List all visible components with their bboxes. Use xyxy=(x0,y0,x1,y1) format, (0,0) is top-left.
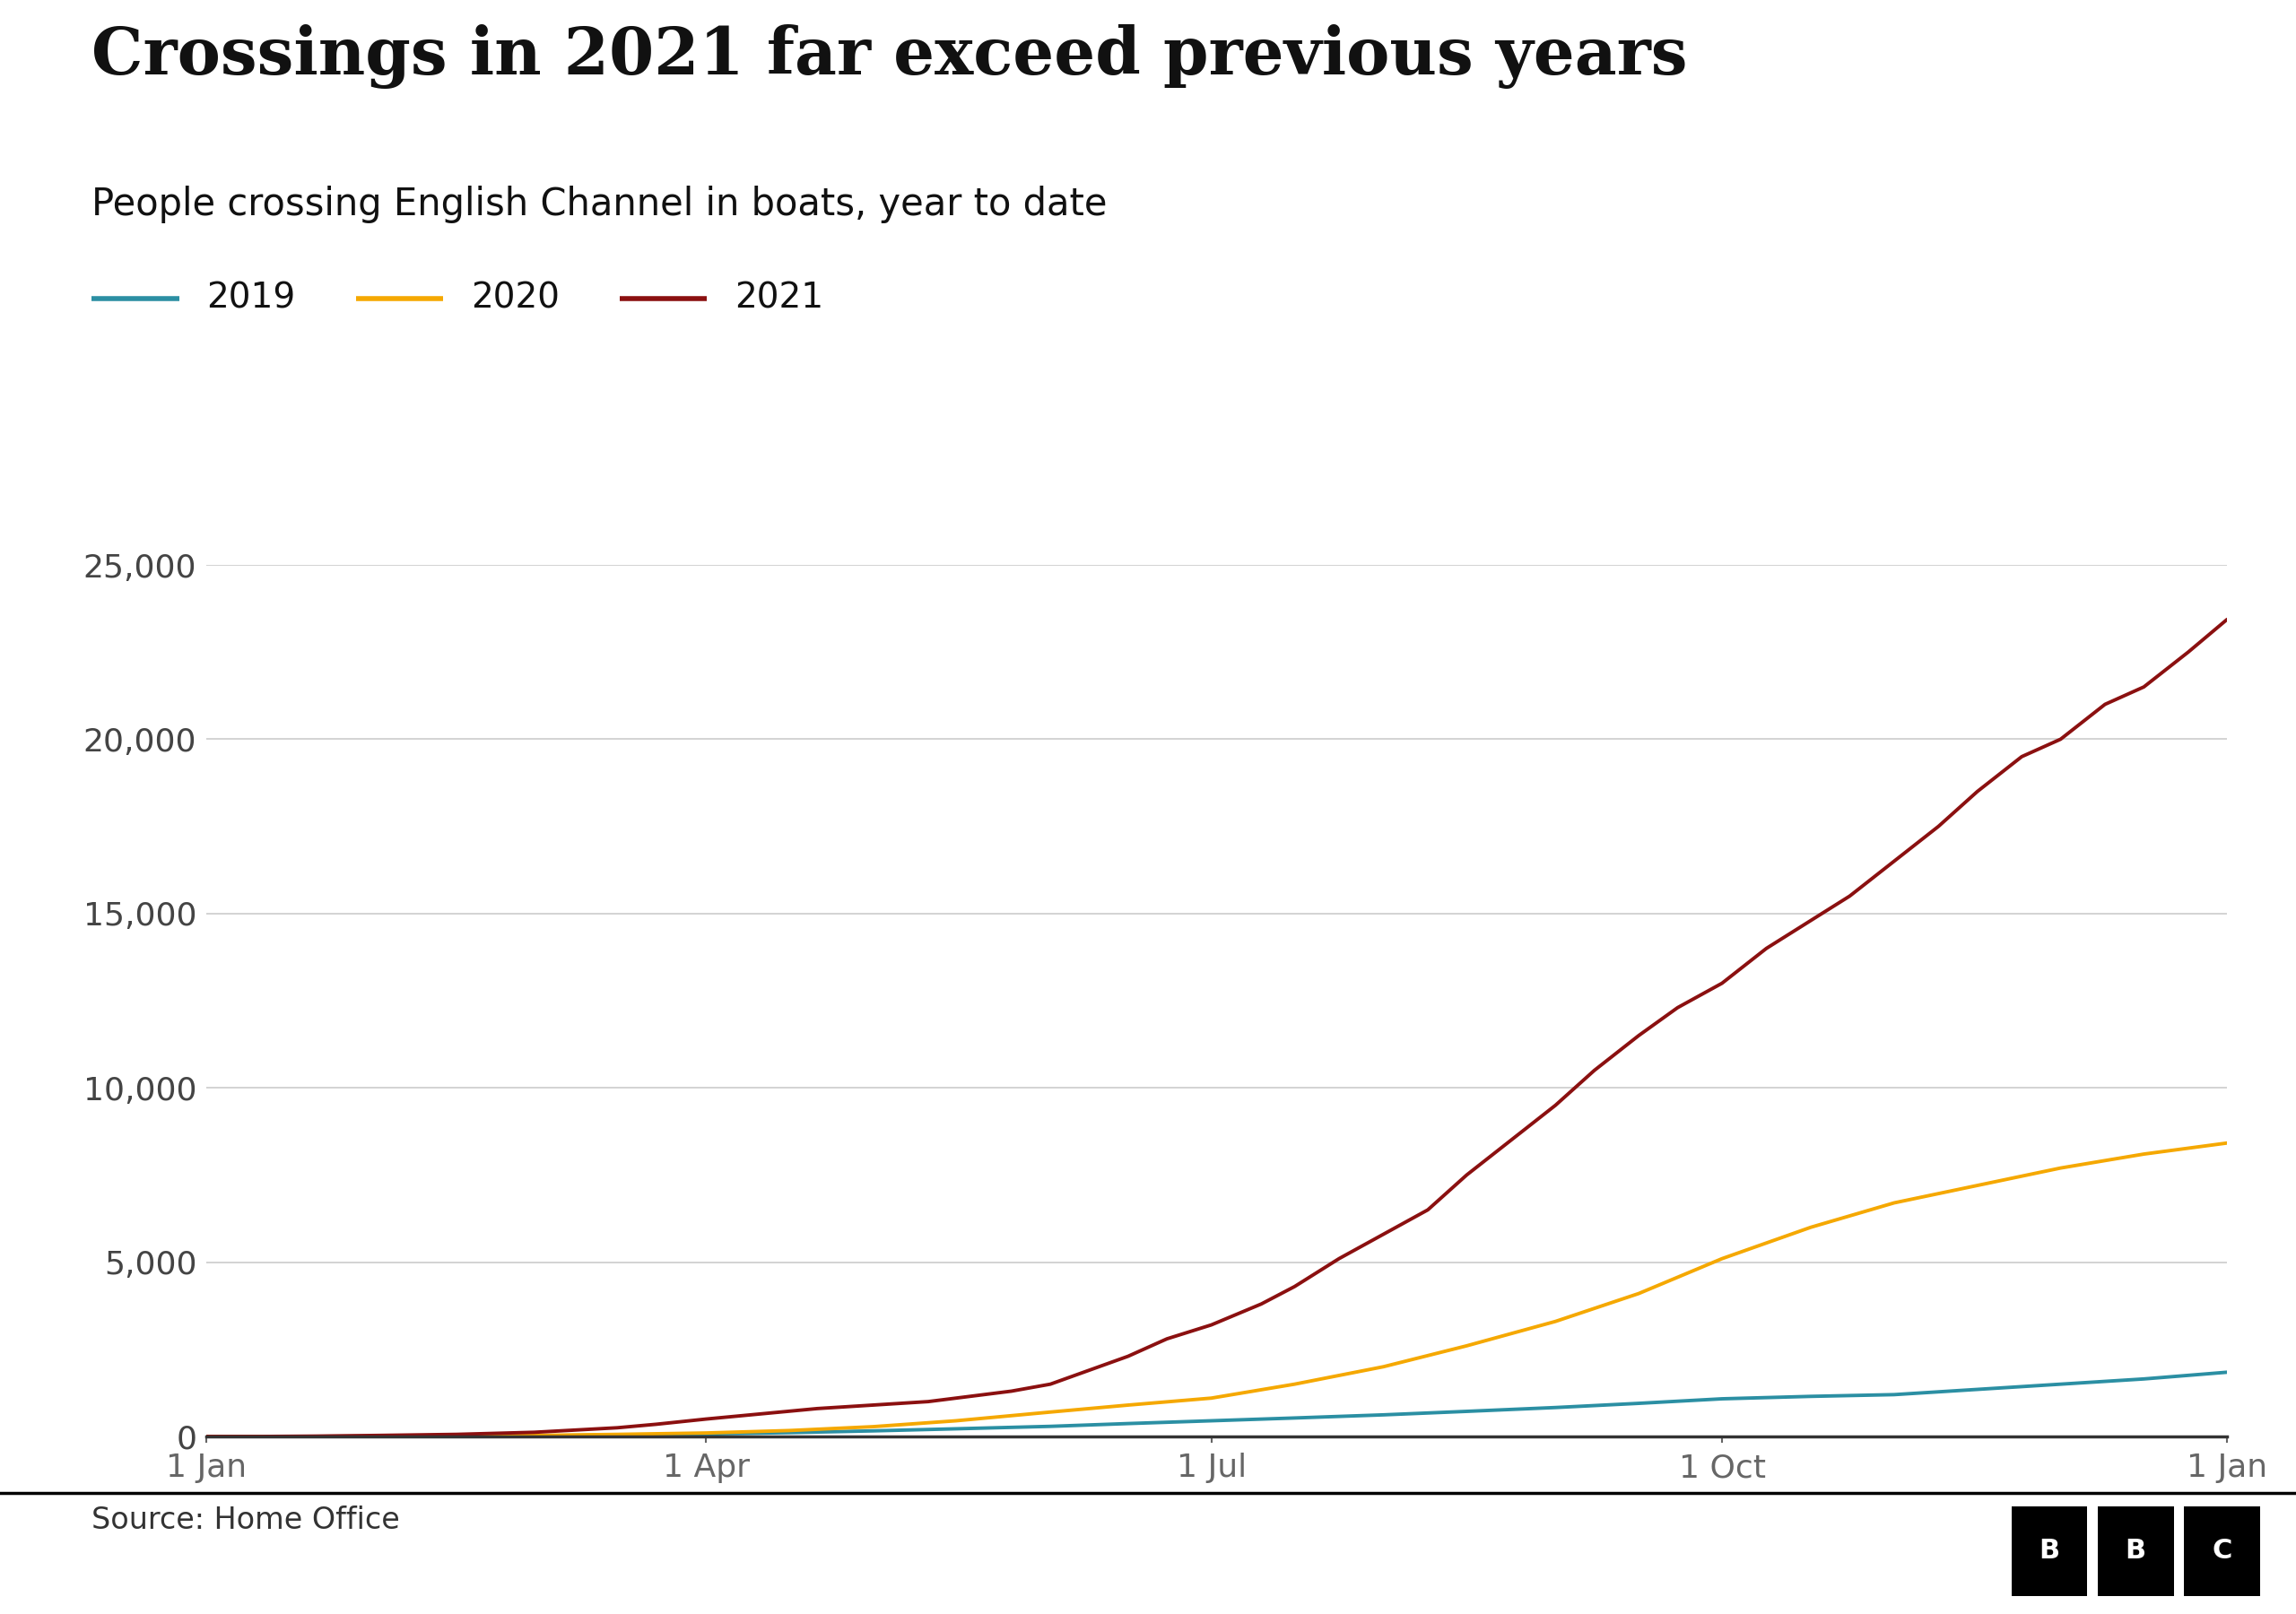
Text: B: B xyxy=(2126,1538,2147,1564)
Text: 2020: 2020 xyxy=(471,281,560,316)
FancyBboxPatch shape xyxy=(2099,1506,2174,1596)
FancyBboxPatch shape xyxy=(2183,1506,2259,1596)
Text: 2021: 2021 xyxy=(735,281,824,316)
FancyBboxPatch shape xyxy=(2011,1506,2087,1596)
Text: People crossing English Channel in boats, year to date: People crossing English Channel in boats… xyxy=(92,186,1107,223)
Text: 2019: 2019 xyxy=(207,281,296,316)
Text: Source: Home Office: Source: Home Office xyxy=(92,1506,400,1535)
Text: Crossings in 2021 far exceed previous years: Crossings in 2021 far exceed previous ye… xyxy=(92,24,1688,89)
Text: C: C xyxy=(2211,1538,2232,1564)
Text: B: B xyxy=(2039,1538,2060,1564)
